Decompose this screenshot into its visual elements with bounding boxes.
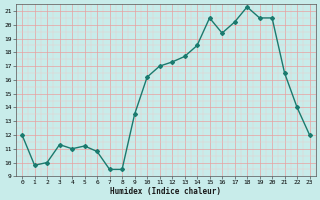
X-axis label: Humidex (Indice chaleur): Humidex (Indice chaleur) [110,187,221,196]
